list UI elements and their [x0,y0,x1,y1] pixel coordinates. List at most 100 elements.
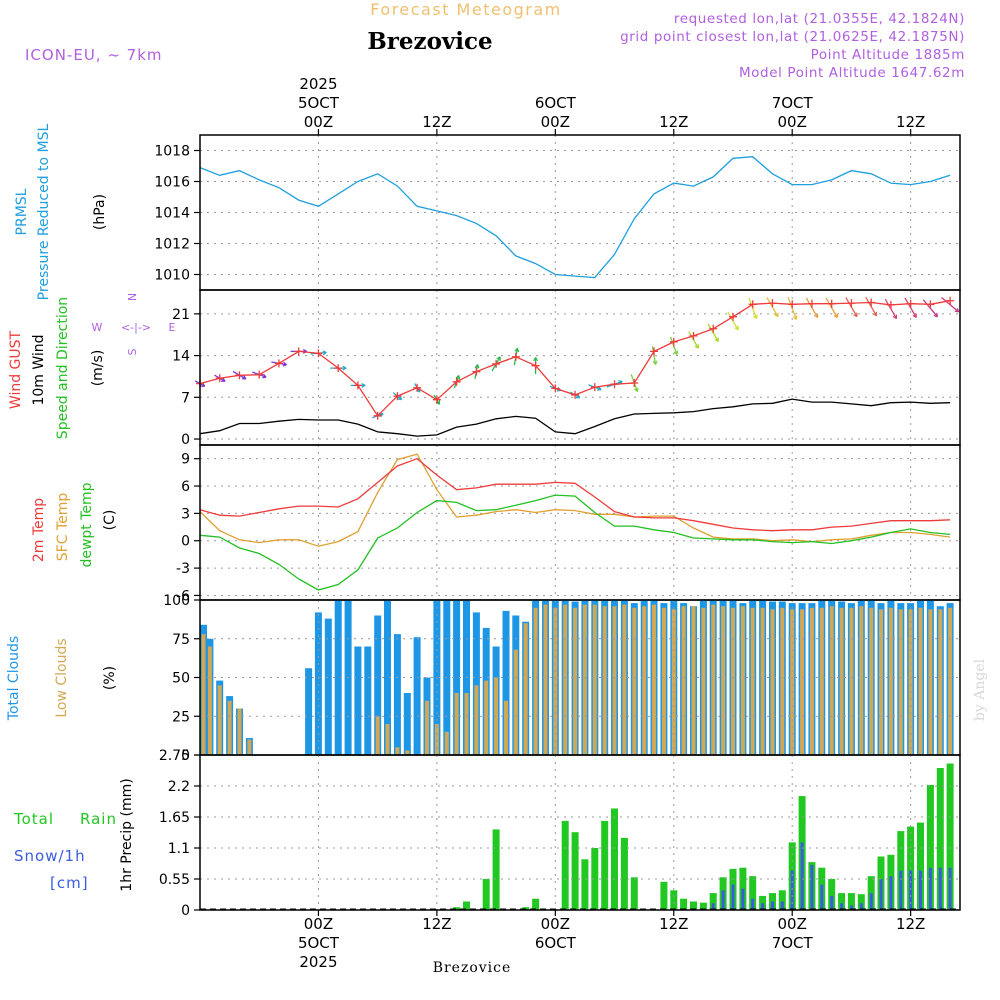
wind-arrow-head [853,312,858,318]
snow-1h-bar [731,884,735,910]
low-clouds-bar [523,623,528,756]
low-clouds-bar [800,609,805,755]
snow-1h-bar [761,903,765,910]
low-clouds-bar [681,606,686,755]
low-clouds-bar [494,677,499,755]
wind-arrow-head [262,373,267,379]
clouds-grid [200,600,960,755]
wind-arrow-head [361,382,366,388]
gust-marker [314,349,323,358]
snow-1h-bar [849,905,853,910]
total-rain-bar [463,901,470,910]
low-clouds-bar [201,634,206,755]
precip-grid [200,755,960,910]
snow-1h-bar [919,870,922,910]
low-clouds-bar [888,607,893,756]
low-clouds-bar [790,609,795,755]
wind-arrows [194,296,960,419]
snow-1h-bar [899,870,903,910]
sfc-temp-label: SFC Temp [55,493,71,562]
total-clouds-bar [305,668,313,755]
total-clouds-bar [403,693,411,755]
total-clouds-bar [324,618,332,755]
y-tick-label: -6 [176,588,190,604]
total-clouds-bar [453,600,461,755]
y-tick-label: 1.65 [159,810,190,826]
snow-1h-bar [830,895,834,910]
wind-arrow-head [714,337,719,343]
low-clouds-bar [533,607,538,756]
y-tick-label: 1012 [154,237,190,253]
low-clouds-bar [898,609,903,755]
time-label-bottom: 12Z [896,915,925,933]
low-clouds-bar [622,604,627,755]
gust-marker [294,347,303,356]
y-tick-label: 25 [172,709,190,725]
time-label-bottom: 6OCT [535,934,577,952]
low-clouds-bar [869,607,874,756]
header-subtitle: Forecast Meteogram [370,0,561,19]
temp-2m-line [199,457,951,532]
wind-arrow-head [753,314,758,320]
total-clouds-bar [502,610,510,755]
temp-2m-label: 2m Temp [31,498,47,562]
wind-arrow-head [282,361,287,367]
gust-marker [946,296,955,305]
y-tick-label: 9 [181,452,190,468]
time-label-bottom: 7OCT [772,934,814,952]
gust-marker [709,324,718,333]
snow-1h-bar [938,867,942,910]
low-clouds-bar [948,607,953,756]
wind-10m-label: 10m Wind [31,334,47,405]
credit-text: by Angel [972,658,988,721]
wind-arrow [787,296,797,320]
total-clouds-bar [314,612,322,755]
wind-arrow-head [652,360,658,365]
total-rain-bar [926,784,934,910]
low-clouds-bar [859,606,864,755]
gust-marker [432,395,441,404]
gust-marker [827,299,836,308]
low-clouds-bar [701,607,706,756]
total-clouds-bar [393,634,401,755]
low-clouds-bar [671,609,676,755]
snow-1h-bar [771,901,774,910]
wind-yticks: 0 7 14 21 [172,307,200,448]
point-altitude: Point Altitude 1885m [811,47,965,63]
y-tick-label: 7 [181,390,190,406]
low-clouds-bar [444,731,449,756]
snow-1h-bar [948,867,952,910]
compass-west: W [92,321,103,334]
y-tick-label: 0 [181,748,190,764]
low-clouds-bar [780,607,785,756]
pressure-label-prmsl: PRMSL [14,188,30,235]
wind-arrow-head [734,325,739,331]
total-rain-bar [561,820,569,910]
gust-marker [353,381,362,390]
wind-arrow-head [933,312,939,318]
low-clouds-bar [385,724,390,755]
gust-marker [531,361,540,370]
total-clouds-bar [472,612,480,755]
low-clouds-bar [237,708,242,755]
gust-marker [571,390,580,399]
wind-arrow-head [792,315,798,320]
wind-arrow-head [496,356,501,361]
temperature-panel: -6 -3 0 3 6 9 2m Temp SFC Temp dewpt Temp (C) [31,444,961,604]
total-rain-bar [680,898,688,910]
snow-1h-bar [869,893,873,910]
precip-total-label: Total [13,810,54,828]
low-clouds-bar [217,685,222,756]
low-clouds-bar [829,606,834,755]
total-rain-bar [847,893,855,910]
total-rain-bar [492,829,500,910]
snow-1h-bar [800,842,804,910]
low-clouds-bar [543,604,548,755]
total-rain-bar [601,820,609,910]
total-rain-bar [857,894,865,910]
y-tick-label: 100 [163,593,190,609]
low-clouds-bar [464,693,469,755]
low-clouds-bar [750,607,755,756]
